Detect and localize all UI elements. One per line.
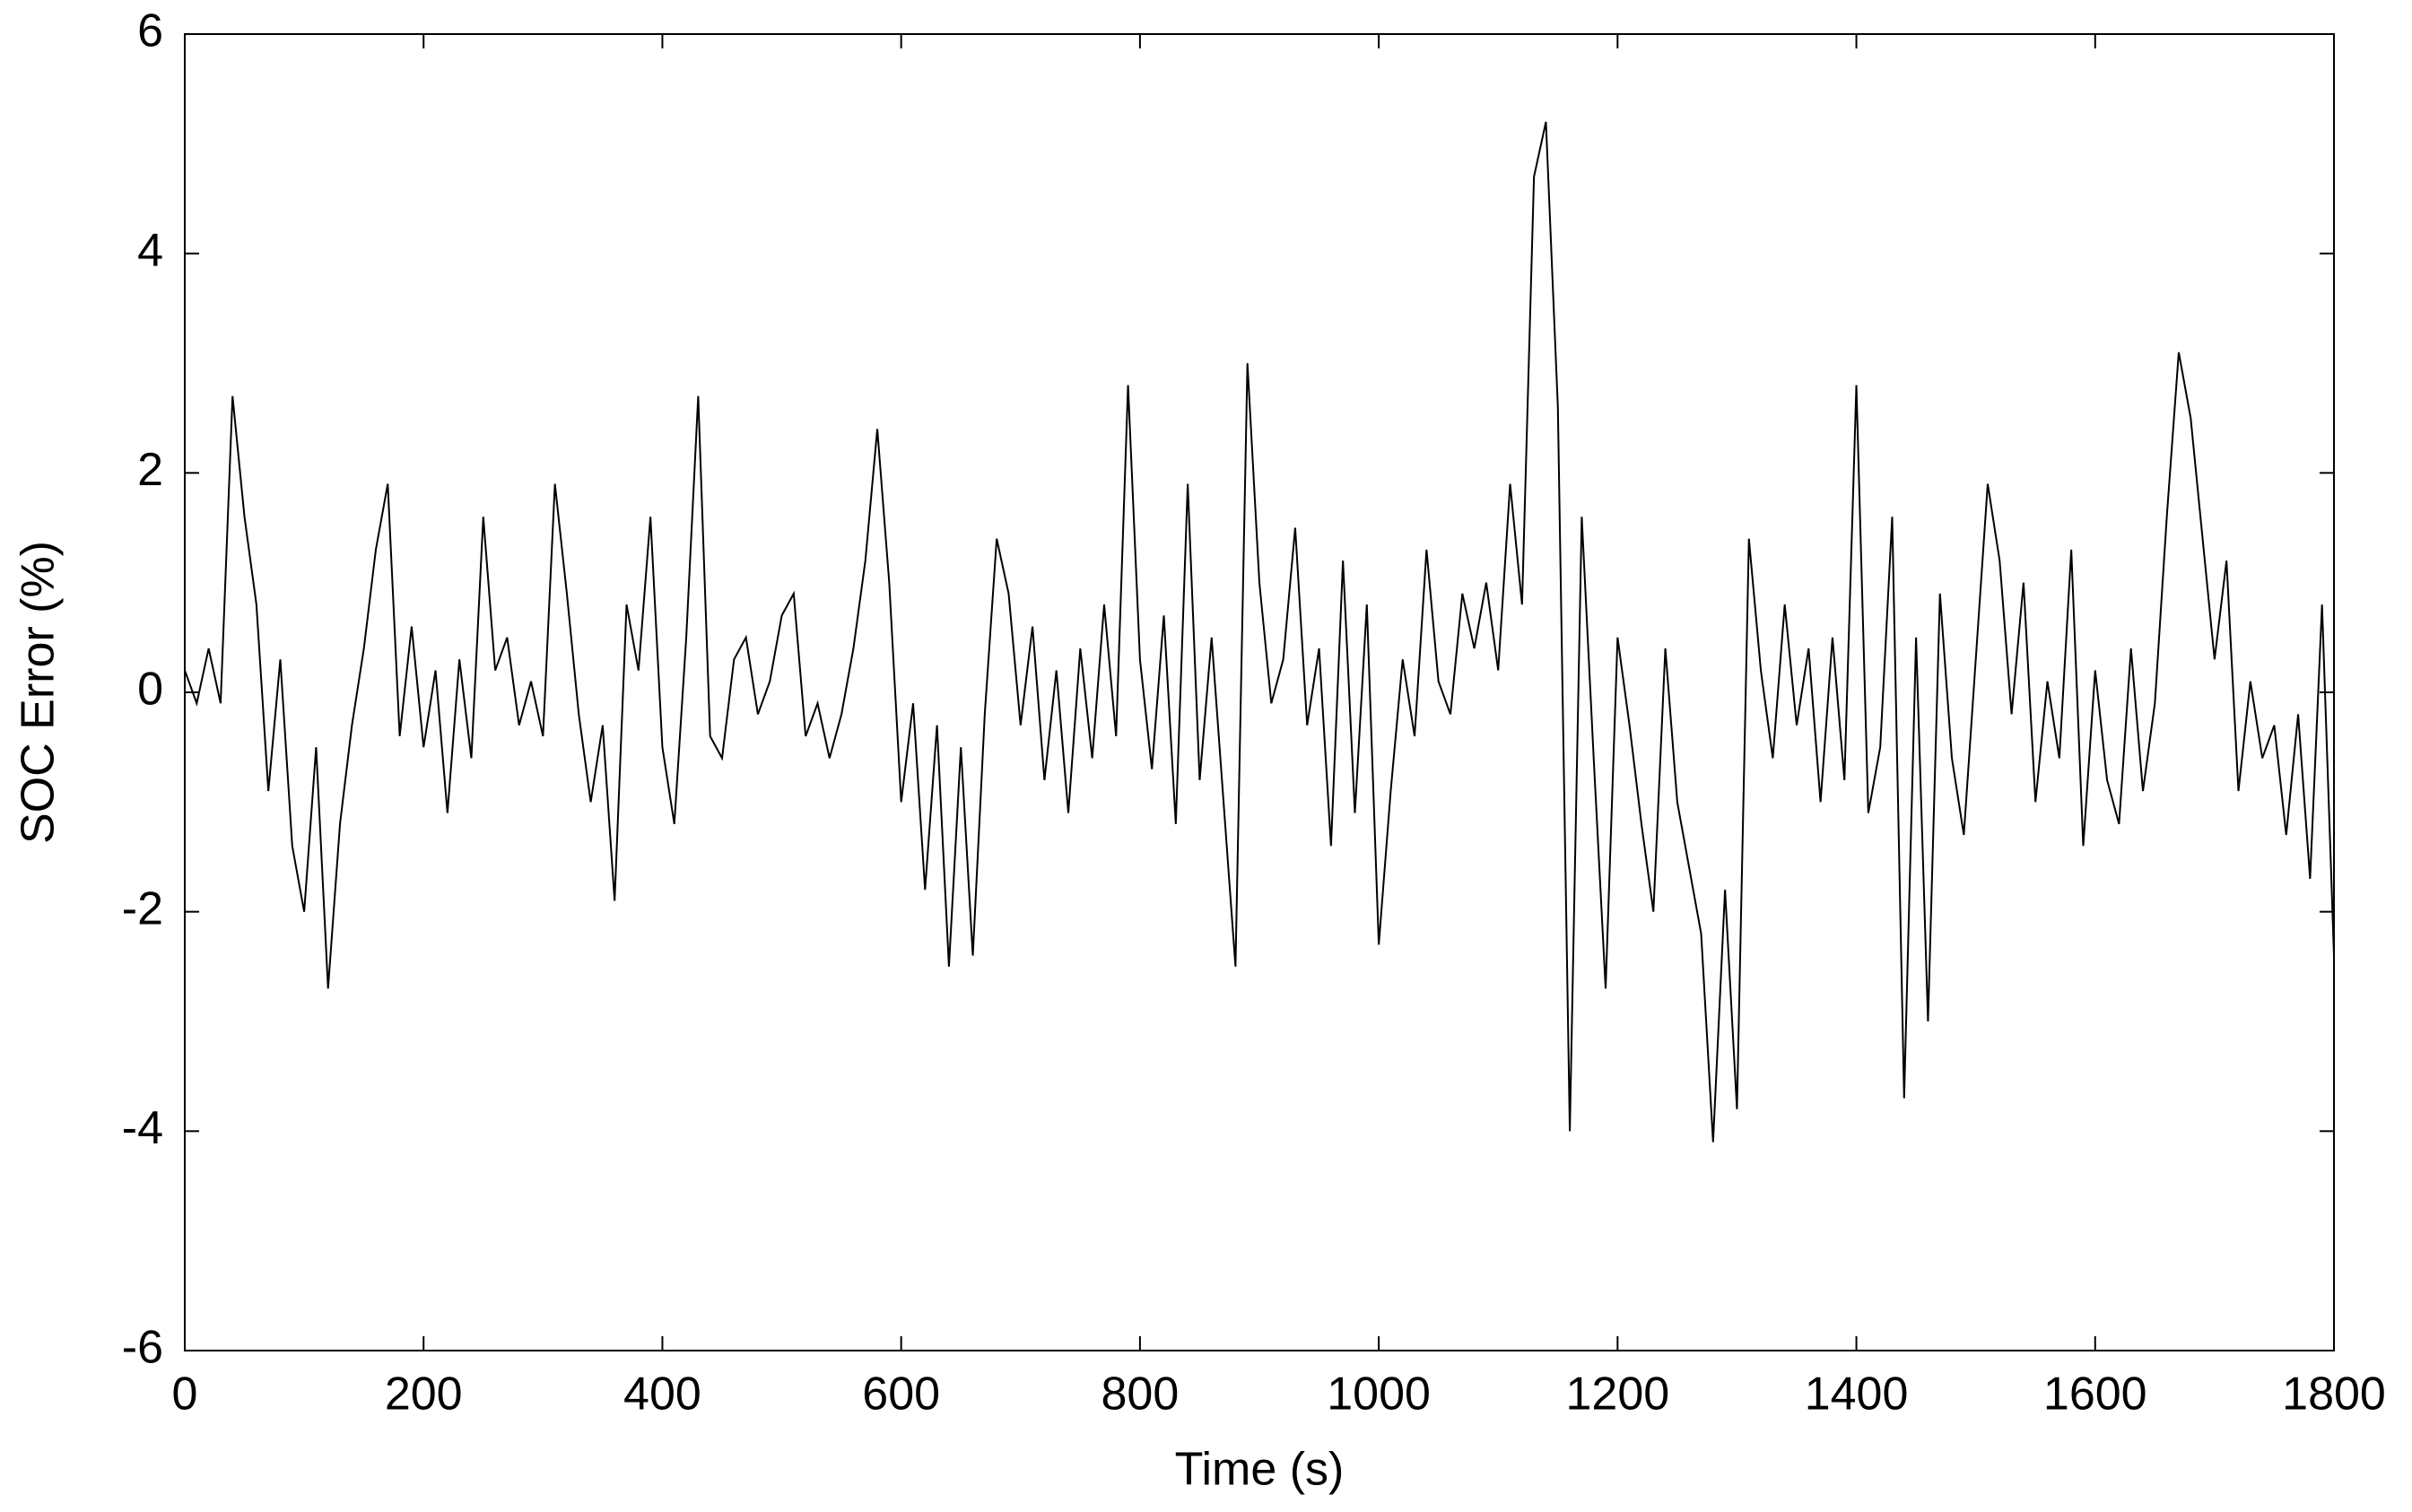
x-tick-label: 200 (385, 1369, 463, 1421)
y-tick-label: -2 (122, 882, 163, 934)
y-tick-label: 0 (137, 664, 163, 716)
y-tick-label: -6 (122, 1322, 163, 1374)
x-tick-label: 800 (1102, 1369, 1180, 1421)
y-tick-label: 2 (137, 444, 163, 496)
y-axis-label: SOC Error (%) (13, 541, 65, 844)
x-tick-label: 400 (623, 1369, 701, 1421)
y-tick-label: -4 (122, 1102, 163, 1154)
data-line (184, 121, 2335, 1143)
x-tick-label: 1600 (2043, 1369, 2147, 1421)
x-tick-label: 1200 (1565, 1369, 1669, 1421)
x-tick-label: 1000 (1327, 1369, 1431, 1421)
x-tick-label: 1400 (1805, 1369, 1909, 1421)
x-tick-label: 1800 (2282, 1369, 2386, 1421)
x-tick-label: 0 (172, 1369, 198, 1421)
y-tick-label: 4 (137, 224, 163, 276)
y-tick-label: 6 (137, 5, 163, 57)
x-axis-label: Time (s) (1175, 1444, 1345, 1496)
plot-frame (184, 33, 2335, 1351)
x-tick-label: 600 (862, 1369, 940, 1421)
